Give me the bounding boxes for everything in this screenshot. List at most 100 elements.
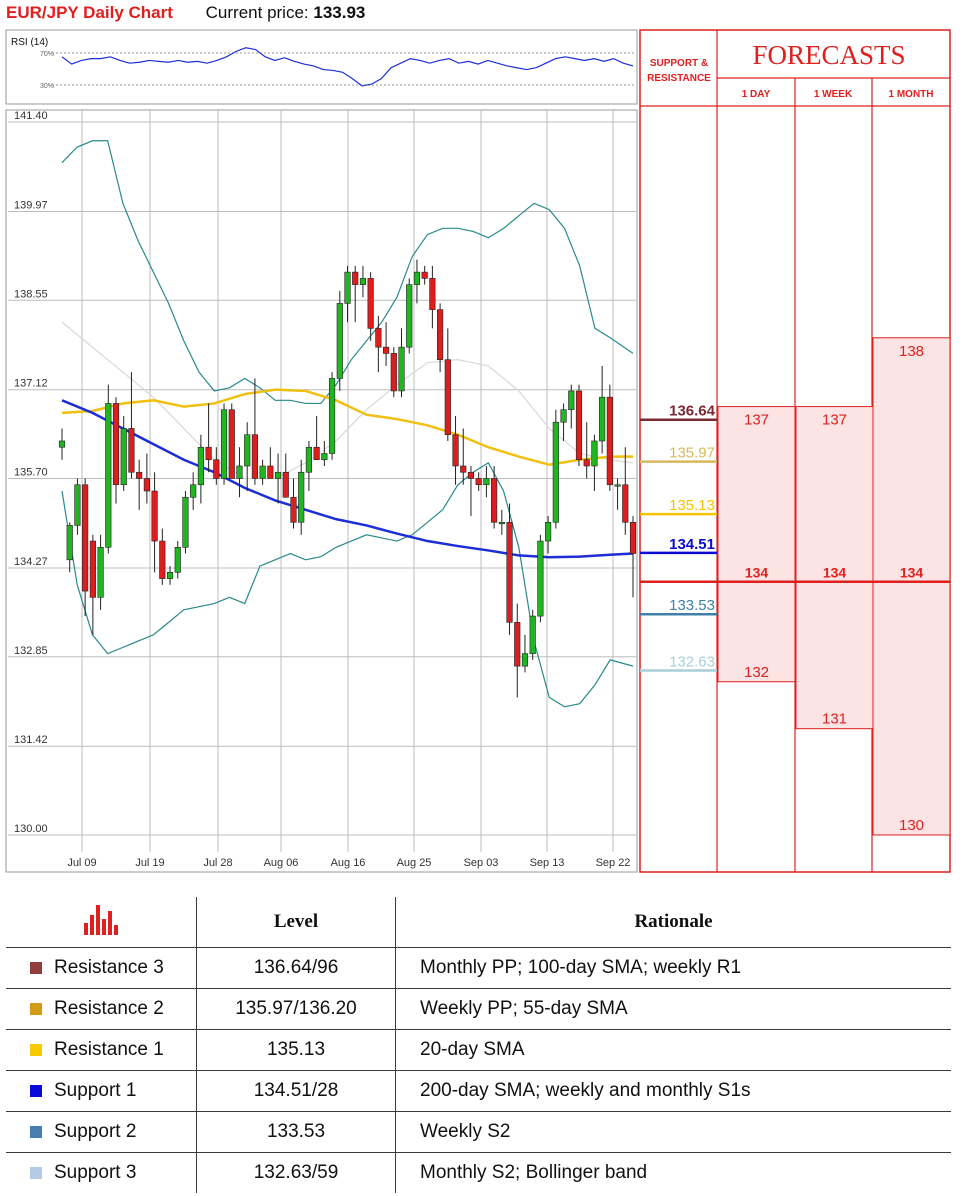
candle: [383, 322, 390, 366]
candle: [344, 265, 351, 323]
candle: [467, 465, 475, 517]
candle-body: [259, 465, 266, 479]
candle: [290, 478, 297, 529]
table-row: Support 2 133.53 Weekly S2: [6, 1111, 951, 1153]
candle-body: [491, 478, 498, 523]
sma-200-line: [61, 399, 634, 559]
candle: [606, 384, 613, 492]
x-tick-label: Aug 06: [264, 857, 299, 869]
candle: [166, 566, 174, 585]
candle: [89, 534, 96, 635]
candle-body: [220, 409, 228, 479]
candle: [591, 434, 598, 492]
level-label-r1: 135.13: [669, 497, 715, 514]
candle-body: [58, 440, 66, 448]
y-tick-label: 132.85: [14, 645, 48, 657]
candle: [112, 397, 120, 504]
candle: [82, 478, 89, 617]
candle: [259, 459, 266, 485]
rsi-panel: RSI (14) 70% 30%: [5, 29, 638, 105]
candle-body: [159, 540, 166, 579]
table-header-row: Level Rationale: [6, 897, 951, 948]
candle: [205, 403, 212, 473]
candle: [97, 534, 104, 610]
candle-body: [166, 572, 174, 579]
candle-body: [614, 484, 621, 487]
forecast-low-label: 130: [899, 817, 924, 834]
level-name: Support 1: [54, 1080, 137, 1101]
candle: [213, 447, 220, 485]
candle: [236, 447, 243, 498]
y-tick-label: 138.55: [14, 288, 48, 300]
candle-body: [460, 465, 467, 473]
forecast-panel: SUPPORT & RESISTANCE FORECASTS 1 DAY 1 W…: [639, 29, 951, 873]
chart-area: RSI (14) 70% 30% 141.40 139.97 138.55 137.1…: [5, 29, 951, 873]
candles: [58, 259, 637, 698]
candle-body: [552, 421, 559, 523]
candle: [444, 328, 451, 441]
col-1week: 1 WEEK: [814, 89, 853, 100]
candle: [267, 447, 274, 479]
candle-body: [599, 396, 606, 442]
y-tick-label: 130.00: [14, 823, 48, 835]
x-axis-labels: Jul 09 Jul 19 Jul 28 Aug 06 Aug 16 Aug 25 Sep …: [67, 857, 630, 869]
candle: [136, 459, 143, 510]
candle: [352, 265, 359, 323]
candle-body: [290, 496, 297, 523]
candle-body: [622, 484, 629, 523]
candle-body: [475, 478, 482, 486]
candle-body: [74, 484, 81, 526]
x-tick-label: Sep 22: [596, 857, 631, 869]
candle-body: [483, 478, 490, 486]
candle-body: [398, 346, 405, 392]
candle-body: [174, 546, 181, 573]
candle-body: [498, 521, 505, 525]
table-row: Support 1 134.51/28 200-day SMA; weekly …: [6, 1070, 951, 1112]
candle-body: [591, 440, 598, 467]
x-tick-label: Aug 25: [397, 857, 432, 869]
candle-body: [506, 521, 513, 623]
y-tick-label: 134.27: [14, 556, 48, 568]
candle: [483, 465, 490, 498]
candle-body: [406, 284, 413, 348]
candle-body: [390, 353, 397, 392]
candle-body: [228, 409, 235, 479]
candle: [220, 403, 228, 485]
candle-body: [352, 271, 359, 285]
sma-20-line: [61, 388, 633, 467]
candle-body: [359, 278, 367, 285]
candle-body: [274, 471, 282, 479]
candle: [143, 453, 150, 504]
candle: [128, 372, 135, 479]
candle: [390, 347, 397, 398]
candle: [120, 415, 127, 492]
candle: [328, 372, 336, 460]
candle-body: [583, 459, 590, 467]
rsi-line: [61, 47, 634, 87]
level-color-swatch: [30, 962, 42, 974]
level-rationale: Monthly S2; Bollinger band: [420, 1162, 648, 1183]
forecast-range-1week: [795, 406, 874, 730]
candle: [614, 478, 621, 510]
level-value: 132.63/59: [196, 1152, 396, 1193]
level-rationale: Monthly PP; 100-day SMA; weekly R1: [395, 947, 951, 989]
candle-body: [529, 615, 536, 654]
candle: [475, 472, 482, 492]
candle-body: [251, 434, 258, 479]
main-plot-frame: [5, 109, 638, 873]
level-value: 135.97/136.20: [196, 988, 396, 1030]
forecast-high-label: 138: [899, 343, 924, 360]
candle-body: [97, 546, 104, 598]
candle-body: [521, 653, 529, 667]
level-label-r2: 135.97: [669, 445, 715, 462]
bar-chart-icon: [84, 905, 118, 935]
candle: [545, 516, 552, 554]
candle: [244, 422, 251, 492]
candle-body: [298, 471, 305, 523]
candle: [174, 541, 181, 579]
candle-body: [514, 622, 521, 667]
candle-body: [244, 434, 251, 467]
candle-body: [112, 403, 120, 486]
y-tick-label: 135.70: [14, 467, 48, 479]
candle: [413, 259, 421, 304]
